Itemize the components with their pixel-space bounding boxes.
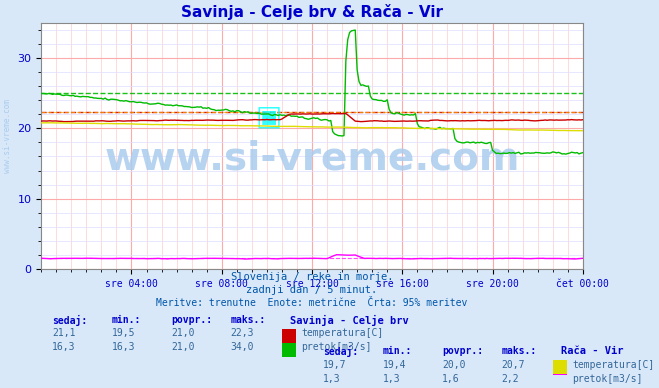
Text: Slovenija / reke in morje.: Slovenija / reke in morje. <box>231 272 393 282</box>
Text: povpr.:: povpr.: <box>171 315 212 324</box>
Text: 1,3: 1,3 <box>382 374 400 384</box>
Text: zadnji dan / 5 minut.: zadnji dan / 5 minut. <box>246 285 378 295</box>
Text: min.:: min.: <box>382 346 412 356</box>
Title: Savinja - Celje brv & Rača - Vir: Savinja - Celje brv & Rača - Vir <box>181 4 443 20</box>
Text: Rača - Vir: Rača - Vir <box>561 346 623 356</box>
Text: 19,5: 19,5 <box>111 328 135 338</box>
Text: 34,0: 34,0 <box>231 342 254 352</box>
Text: povpr.:: povpr.: <box>442 346 483 356</box>
Text: 19,7: 19,7 <box>323 360 347 370</box>
FancyBboxPatch shape <box>553 360 567 374</box>
Text: www.si-vreme.com: www.si-vreme.com <box>104 139 520 177</box>
FancyBboxPatch shape <box>282 343 296 357</box>
Text: 19,4: 19,4 <box>382 360 406 370</box>
Text: 20,0: 20,0 <box>442 360 465 370</box>
Text: 21,0: 21,0 <box>171 342 194 352</box>
FancyBboxPatch shape <box>553 374 567 387</box>
Text: pretok[m3/s]: pretok[m3/s] <box>572 374 643 384</box>
Text: pretok[m3/s]: pretok[m3/s] <box>301 342 372 352</box>
Text: maks.:: maks.: <box>231 315 266 324</box>
Text: 22,3: 22,3 <box>231 328 254 338</box>
Text: 2,2: 2,2 <box>501 374 519 384</box>
Text: temperatura[C]: temperatura[C] <box>301 328 384 338</box>
Text: Savinja - Celje brv: Savinja - Celje brv <box>291 315 409 326</box>
Text: sedaj:: sedaj: <box>52 315 87 326</box>
Text: www.si-vreme.com: www.si-vreme.com <box>3 99 13 173</box>
Text: 16,3: 16,3 <box>111 342 135 352</box>
Text: sedaj:: sedaj: <box>323 346 358 357</box>
Text: maks.:: maks.: <box>501 346 537 356</box>
Text: 16,3: 16,3 <box>52 342 76 352</box>
Text: 21,1: 21,1 <box>52 328 76 338</box>
FancyBboxPatch shape <box>282 329 296 343</box>
Text: 1,3: 1,3 <box>323 374 341 384</box>
Text: 20,7: 20,7 <box>501 360 525 370</box>
Text: 1,6: 1,6 <box>442 374 459 384</box>
Text: temperatura[C]: temperatura[C] <box>572 360 654 370</box>
Text: min.:: min.: <box>111 315 141 324</box>
Text: 21,0: 21,0 <box>171 328 194 338</box>
Text: ▣: ▣ <box>256 102 282 130</box>
Text: Meritve: trenutne  Enote: metrične  Črta: 95% meritev: Meritve: trenutne Enote: metrične Črta: … <box>156 298 468 308</box>
